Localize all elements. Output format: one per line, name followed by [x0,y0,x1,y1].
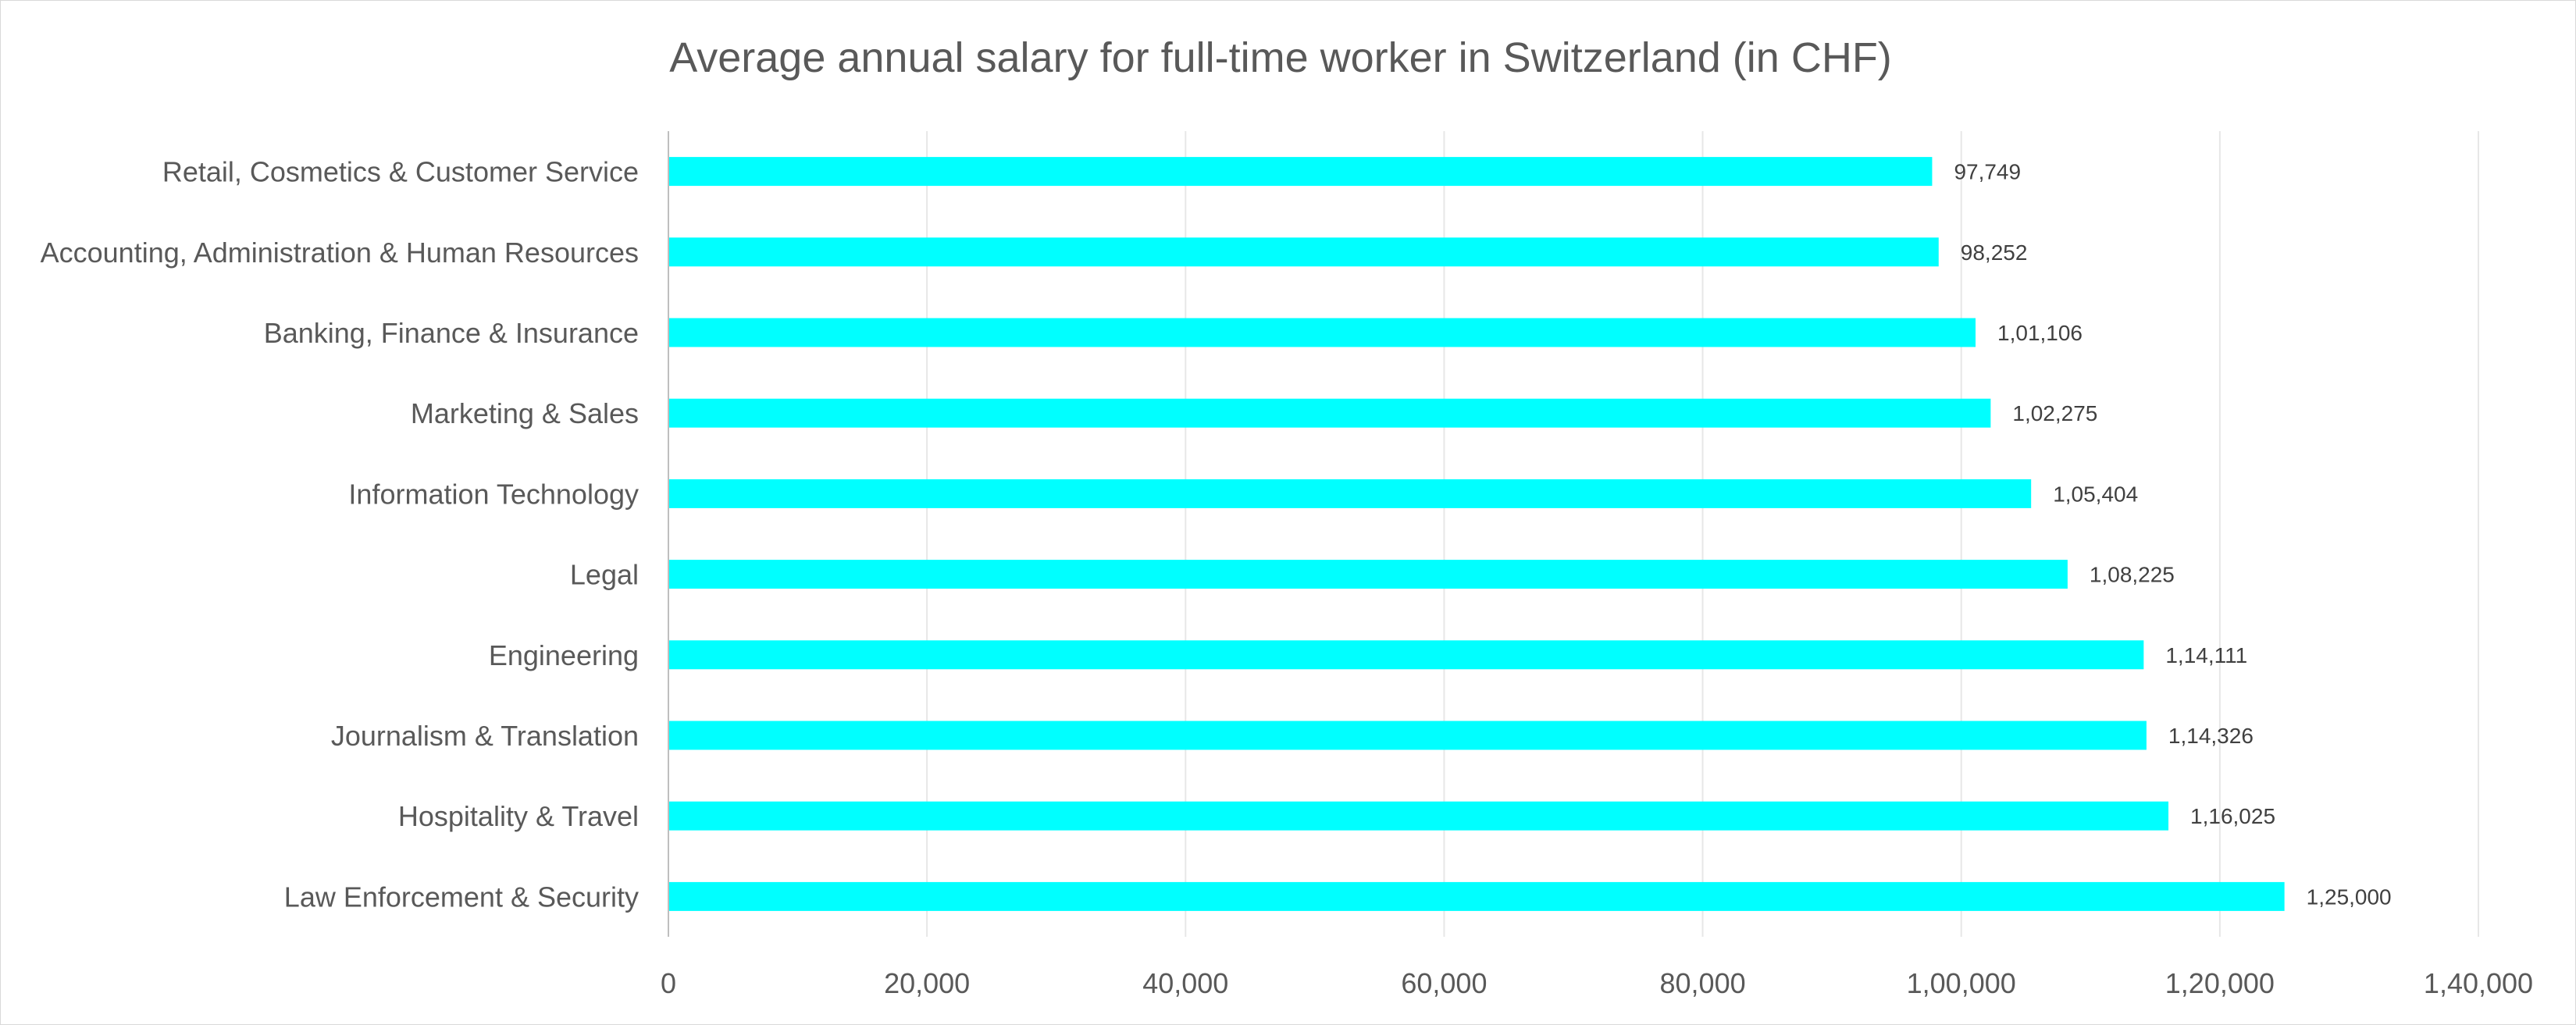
category-label: Banking, Finance & Insurance [264,317,639,349]
data-label: 1,08,225 [2090,563,2175,587]
category-labels: Retail, Cosmetics & Customer Service Acco… [41,156,639,913]
data-label: 97,749 [1954,160,2021,184]
data-label: 1,01,106 [1997,321,2083,345]
data-label: 1,02,275 [2012,401,2097,425]
data-label: 1,25,000 [2307,884,2392,909]
chart-title: Average annual salary for full-time work… [669,34,1892,81]
bar [668,881,2285,911]
bar [668,721,2147,750]
x-axis-tick-labels: 0 20,000 40,000 60,000 80,000 1,00,000 1,20,00… [661,967,2533,999]
data-label: 98,252 [1961,240,2028,265]
data-label: 1,05,404 [2053,482,2138,506]
bar [668,640,2144,670]
x-tick-label: 80,000 [1660,967,1746,999]
data-label: 1,14,111 [2165,643,2247,667]
x-tick-label: 60,000 [1401,967,1487,999]
bars [668,157,2285,911]
x-tick-label: 40,000 [1142,967,1228,999]
bar [668,479,2032,508]
category-label: Journalism & Translation [331,720,639,752]
data-label: 1,16,025 [2190,804,2275,828]
x-tick-label: 1,00,000 [1907,967,2016,999]
category-label: Retail, Cosmetics & Customer Service [162,156,639,188]
data-label: 1,14,326 [2168,724,2254,748]
bar [668,237,1939,267]
category-label: Accounting, Administration & Human Resou… [41,237,639,269]
category-label: Law Enforcement & Security [284,881,639,913]
bar [668,318,1976,347]
bar [668,157,1933,187]
x-tick-label: 20,000 [884,967,970,999]
bar [668,398,1991,428]
category-label: Legal [570,559,639,591]
x-tick-label: 0 [661,967,676,999]
bar [668,560,2068,589]
category-label: Engineering [489,639,639,671]
bar [668,801,2169,831]
x-tick-label: 1,20,000 [2165,967,2275,999]
x-tick-label: 1,40,000 [2424,967,2533,999]
category-label: Information Technology [348,478,639,510]
data-labels: 97,749 98,252 1,01,106 1,02,275 1,05,404 1,08… [1954,160,2391,909]
category-label: Hospitality & Travel [398,800,639,832]
category-label: Marketing & Sales [411,397,639,429]
